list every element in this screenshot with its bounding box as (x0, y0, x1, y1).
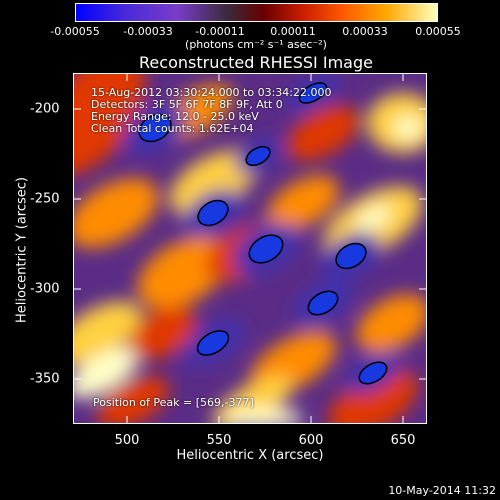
y-axis-label: Heliocentric Y (arcsec) (14, 177, 30, 323)
heatmap-negative-core (307, 290, 339, 316)
heatmap-positive-region (67, 347, 139, 399)
heatmap-image (41, 51, 439, 437)
chart-title: Reconstructed RHESSI Image (139, 53, 373, 72)
method-counts: Clean Total counts: 1.62E+04 (91, 122, 254, 135)
x-axis-label: Heliocentric X (arcsec) (176, 448, 324, 463)
colorbar-tick: -0.00033 (123, 25, 173, 38)
colorbar-tick: 0.00033 (342, 25, 388, 38)
heatmap-positive-region (394, 116, 422, 140)
heatmap-positive-region (137, 236, 229, 310)
colorbar-units: (photons cm⁻² s⁻¹ asec⁻²) (185, 38, 327, 51)
heatmap-positive-region (354, 204, 392, 232)
heatmap-negative-core (245, 145, 271, 167)
y-tick-label: -250 (30, 191, 60, 207)
x-tick-label: 550 (206, 433, 232, 448)
detectors-info: Detectors: 3F 5F 6F 7F 8F 9F, Att 0 (91, 98, 283, 111)
x-tick-label: 500 (114, 433, 140, 448)
heatmap-negative-core (358, 361, 388, 385)
y-tick-label: -300 (30, 281, 60, 297)
y-tick-label: -350 (30, 371, 60, 387)
date-stamp: 10-May-2014 11:32 (388, 484, 496, 497)
y-tick-label: -200 (30, 101, 60, 117)
time-range: 15-Aug-2012 03:30:24.000 to 03:34:22.000 (91, 86, 332, 99)
heatmap-negative-core (197, 199, 229, 227)
peak-position: Position of Peak = [569,-377] (93, 396, 254, 409)
heatmap-positive-region (327, 369, 419, 437)
x-tick-label: 650 (390, 433, 416, 448)
heatmap-positive-region (266, 175, 340, 231)
heatmap-negative-core (196, 330, 230, 356)
colorbar-tick: 0.00055 (415, 25, 461, 38)
heatmap-negative-core (248, 234, 284, 264)
heatmap-positive-region (54, 301, 142, 365)
heatmap-positive-region (67, 178, 159, 248)
colorbar-tick: -0.00011 (195, 25, 245, 38)
x-tick-label: 600 (298, 433, 324, 448)
colorbar (75, 3, 438, 22)
heatmap-positive-region (96, 376, 170, 430)
colorbar-tick: -0.00055 (50, 25, 100, 38)
heatmap-negative-core (138, 113, 172, 143)
heatmap-positive-region (286, 105, 360, 161)
heatmap-negative-core (298, 82, 328, 104)
heatmap-positive-region (129, 306, 197, 360)
colorbar-tick: 0.00011 (270, 25, 316, 38)
energy-range: Energy Range: 12.0 - 25.0 keV (91, 110, 259, 123)
heatmap-negative-core (335, 242, 367, 270)
heatmap-plot: 15-Aug-2012 03:30:24.000 to 03:34:22.000… (41, 51, 439, 437)
heatmap-positive-region (356, 294, 430, 352)
